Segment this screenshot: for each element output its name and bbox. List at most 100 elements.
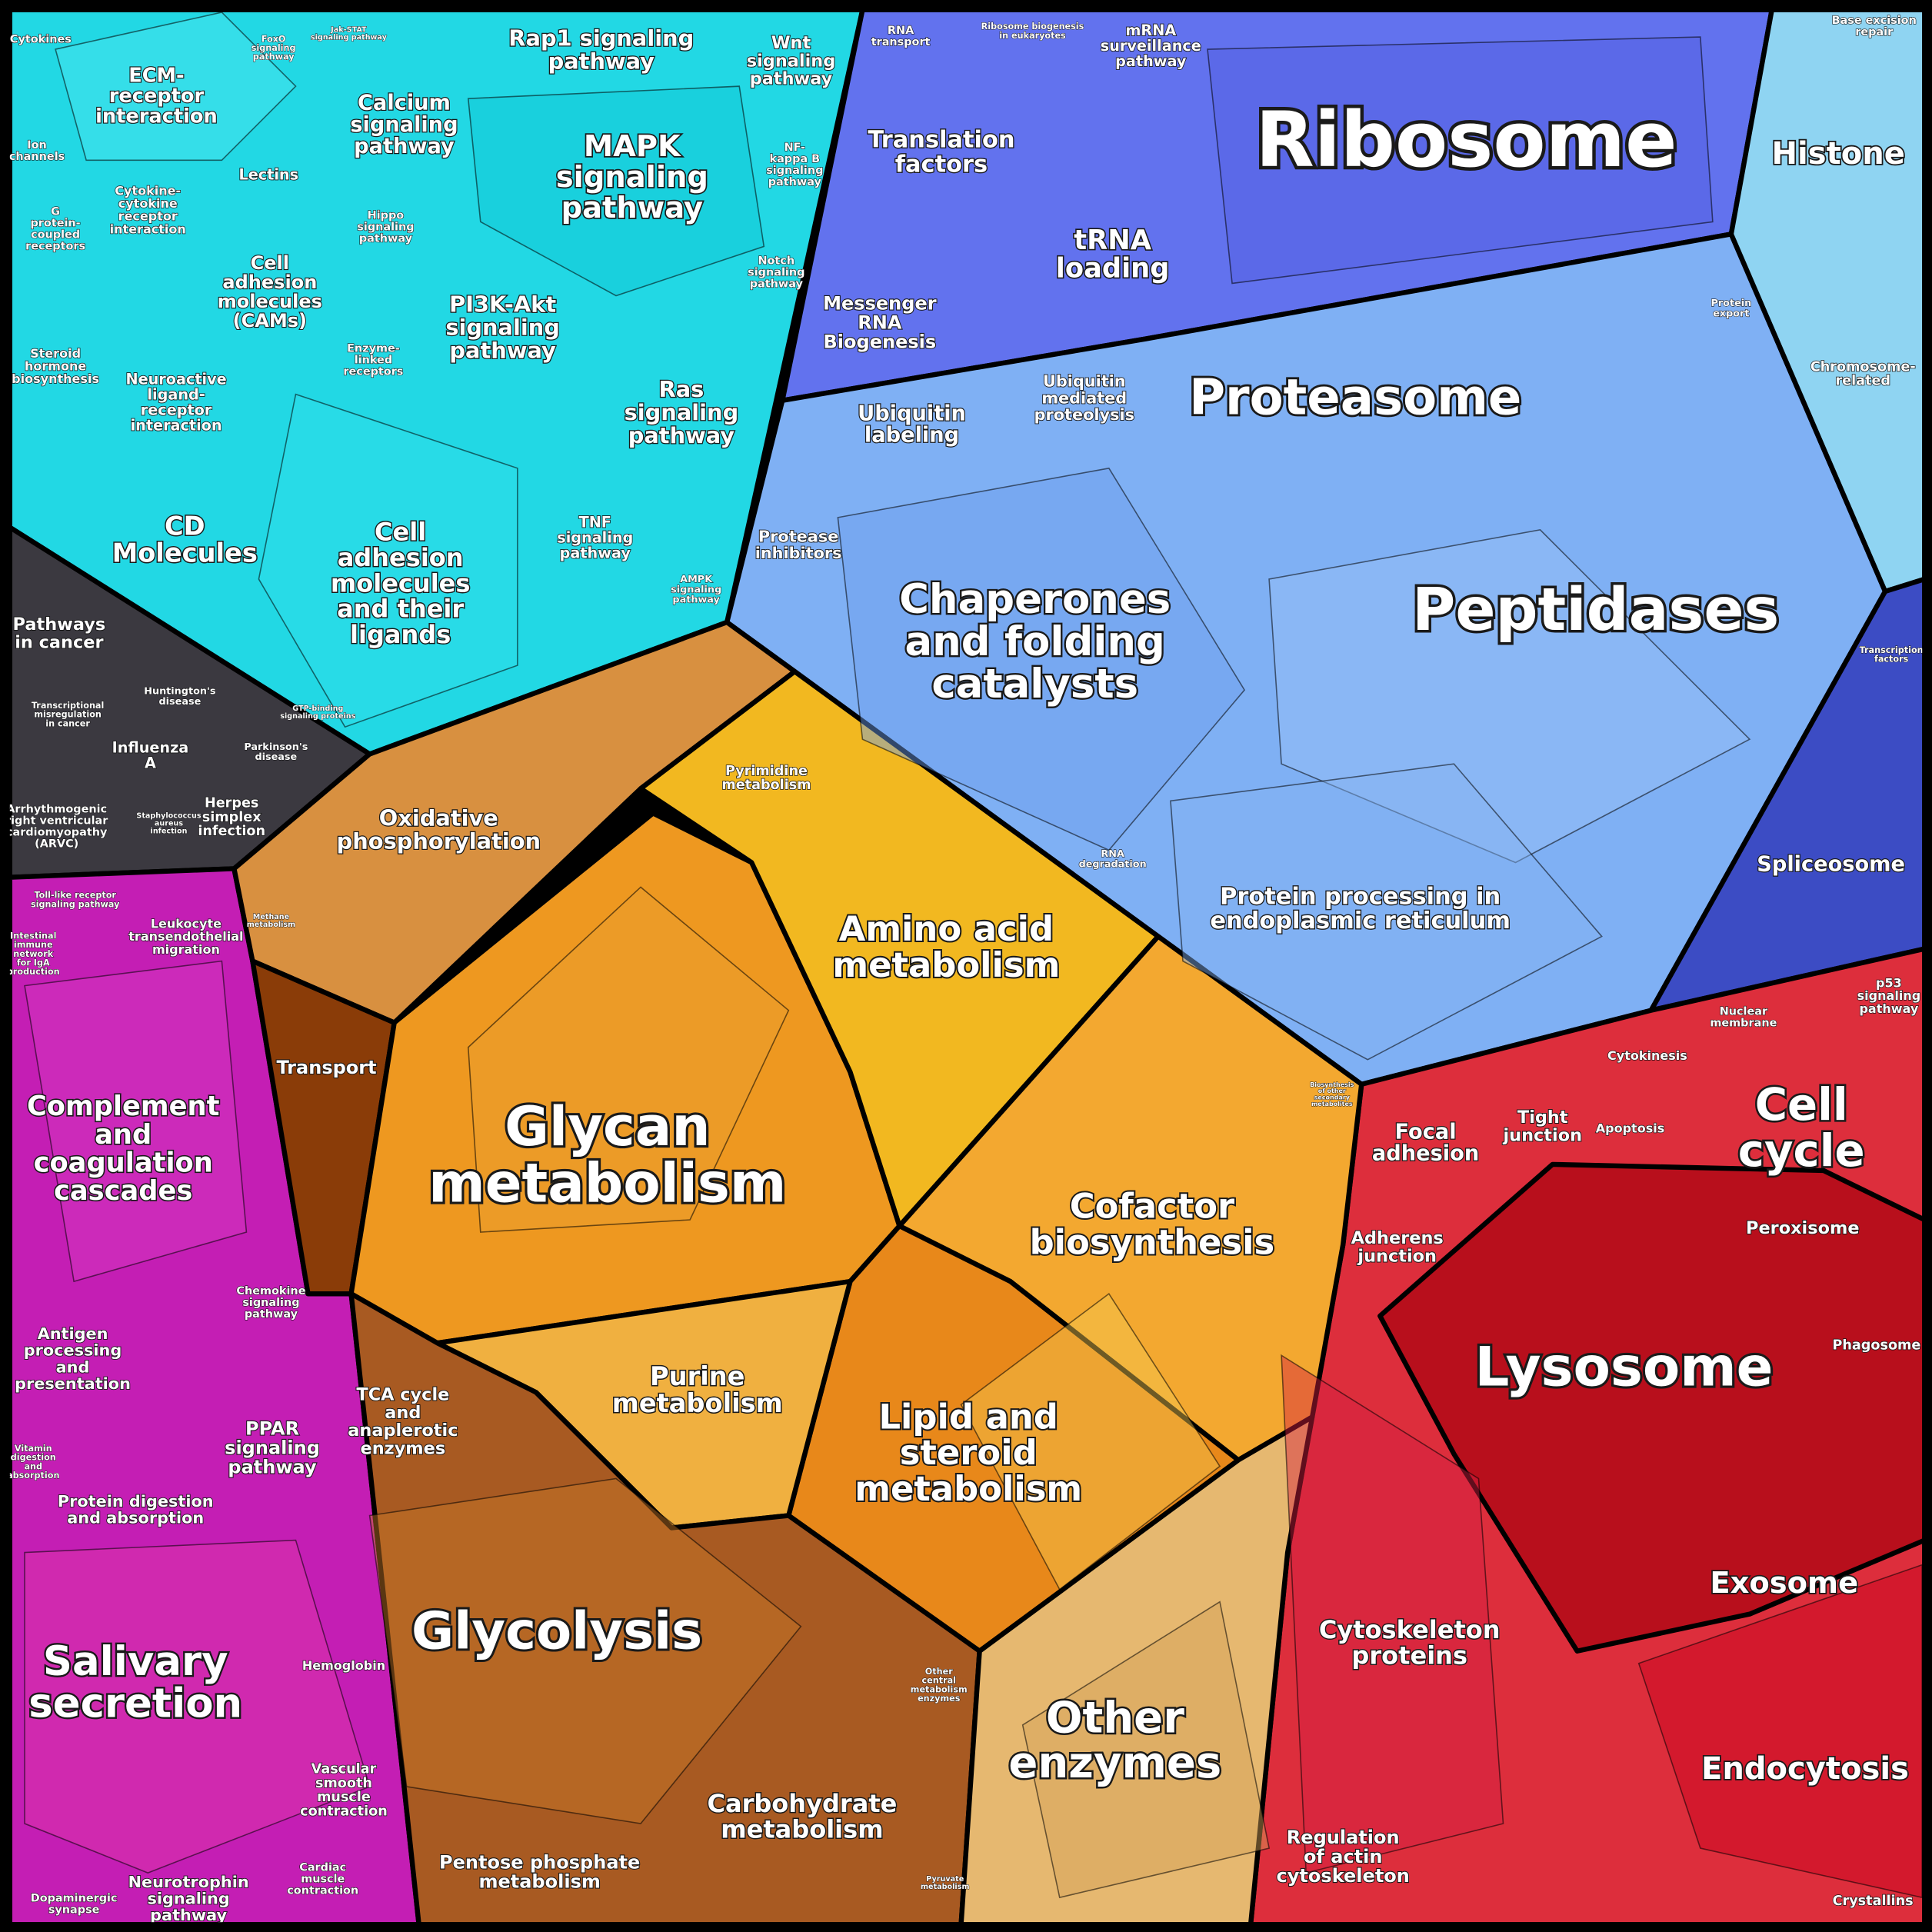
- cell: [368, 1477, 802, 1824]
- region-label: PI3K-Akt signaling pathway: [445, 291, 560, 363]
- label-line: Other: [925, 1667, 953, 1677]
- label-line: Focal: [1395, 1120, 1457, 1144]
- region-label: Protein processing in endoplasmic reticul…: [1210, 883, 1511, 934]
- region-label: Other central metabolism enzymes: [911, 1667, 968, 1704]
- label-line: Cytokinesis: [1607, 1048, 1687, 1062]
- region-label: Amino acid metabolism: [832, 908, 1060, 985]
- label-line: metabolism: [478, 1870, 600, 1892]
- label-line: Ubiquitin: [1043, 372, 1126, 391]
- label-line: metabolism: [247, 921, 295, 929]
- label-line: pathway: [253, 52, 295, 62]
- label-line: Dopaminergic: [31, 1893, 118, 1905]
- label-line: Protein processing in: [1220, 883, 1501, 910]
- region-label: ECM-receptor interaction: [95, 64, 218, 128]
- region-label: Leukocyte transendothelial migration: [128, 916, 243, 956]
- label-line: proteins: [1351, 1641, 1467, 1670]
- label-line: pathway: [750, 68, 833, 88]
- label-line: hormone: [25, 358, 86, 373]
- region-label: Apoptosis: [1596, 1121, 1665, 1135]
- label-line: Protein: [1710, 298, 1751, 309]
- label-line: signaling: [1857, 988, 1921, 1003]
- label-line: signaling: [242, 1297, 299, 1309]
- label-line: linked: [355, 354, 392, 366]
- label-line: Pathways: [13, 615, 106, 635]
- label-line: Cofactor: [1070, 1186, 1234, 1227]
- label-line: Lectins: [238, 165, 298, 183]
- region-label: Enzyme-linked receptors: [343, 342, 403, 378]
- label-line: absorption: [7, 1471, 59, 1481]
- label-line: Vascular: [311, 1762, 377, 1777]
- label-line: Regulation: [1287, 1827, 1400, 1848]
- region-label: Parkinson's disease: [244, 741, 308, 762]
- label-line: interaction: [110, 222, 186, 236]
- label-line: Spliceosome: [1757, 852, 1905, 876]
- cell: [24, 960, 248, 1283]
- label-line: central: [922, 1676, 957, 1686]
- label-line: receptors: [343, 365, 403, 378]
- label-line: metabolism: [721, 1814, 883, 1844]
- label-line: PI3K-Akt: [449, 291, 556, 317]
- label-line: signaling proteins: [280, 712, 355, 721]
- label-line: signaling: [251, 43, 296, 53]
- cell: [467, 886, 790, 1233]
- region-label: Pathways in cancer: [13, 615, 106, 652]
- label-line: Enzyme-: [347, 342, 400, 355]
- label-line: Lipid and: [878, 1397, 1058, 1437]
- region-label: Toll-like receptor signaling pathway: [31, 891, 120, 910]
- label-line: Staphylococcus: [136, 812, 201, 821]
- label-line: in eukaryotes: [999, 31, 1066, 41]
- label-line: Hemoglobin: [302, 1657, 385, 1672]
- label-line: Neuroactive: [125, 370, 226, 388]
- region-label: Ubiquitin labeling: [858, 401, 966, 447]
- label-line: Steroid: [30, 345, 81, 360]
- label-line: metabolism: [832, 944, 1060, 985]
- label-line: and: [24, 1461, 42, 1471]
- label-line: signaling: [556, 160, 708, 195]
- label-line: Cell: [375, 518, 426, 547]
- label-line: disease: [255, 751, 297, 763]
- label-line: FoxO: [261, 34, 286, 44]
- label-line: Wnt: [771, 33, 811, 53]
- cell: [55, 12, 297, 162]
- label-line: and: [95, 1119, 152, 1151]
- region-label: Ras signaling pathway: [625, 376, 739, 448]
- label-line: Methane: [253, 913, 290, 921]
- cell: [258, 393, 518, 728]
- region-label: Chemokine signaling pathway: [236, 1285, 305, 1321]
- label-line: AMPK: [680, 573, 713, 585]
- label-line: Vitamin: [15, 1444, 52, 1454]
- label-line: Ion: [27, 139, 47, 152]
- label-line: cytoskeleton: [1277, 1865, 1410, 1887]
- region-label: Glycolysis: [411, 1601, 702, 1661]
- label-line: Toll-like receptor: [34, 891, 116, 901]
- label-line: in cancer: [45, 718, 90, 728]
- region-label: Adherens junction: [1351, 1228, 1444, 1266]
- label-line: signaling: [766, 165, 823, 177]
- label-line: G: [51, 206, 60, 218]
- label-line: disease: [159, 696, 202, 708]
- label-line: metabolism: [921, 1883, 969, 1891]
- label-line: membrane: [1710, 1017, 1777, 1029]
- region-label: Chaperones and folding catalysts: [899, 575, 1171, 707]
- label-line: misregulation: [34, 710, 102, 720]
- region-label: CD Molecules: [112, 511, 258, 568]
- label-line: repair: [1855, 26, 1894, 38]
- label-line: and folding: [905, 618, 1165, 665]
- label-line: cytokine: [118, 195, 178, 210]
- cell: [837, 467, 1246, 851]
- region-label: Ribosome biogenesis in eukaryotes: [981, 22, 1084, 41]
- region-label: Protease inhibitors: [755, 527, 842, 562]
- label-line: Lysosome: [1474, 1335, 1773, 1398]
- label-line: pathway: [561, 191, 704, 225]
- label-line: Amino acid: [839, 908, 1054, 949]
- label-line: degradation: [1079, 858, 1147, 870]
- region-label: Salivary secretion: [28, 1637, 242, 1727]
- region-label: Neurotrophin signaling pathway: [128, 1873, 249, 1924]
- label-line: Cell: [251, 252, 289, 274]
- label-line: A: [145, 754, 156, 771]
- label-line: surveillance: [1101, 37, 1201, 55]
- region-label: Steroid hormone biosynthesis: [12, 345, 99, 385]
- region-label: AMPK signaling pathway: [671, 573, 721, 605]
- label-line: aureus: [155, 820, 183, 828]
